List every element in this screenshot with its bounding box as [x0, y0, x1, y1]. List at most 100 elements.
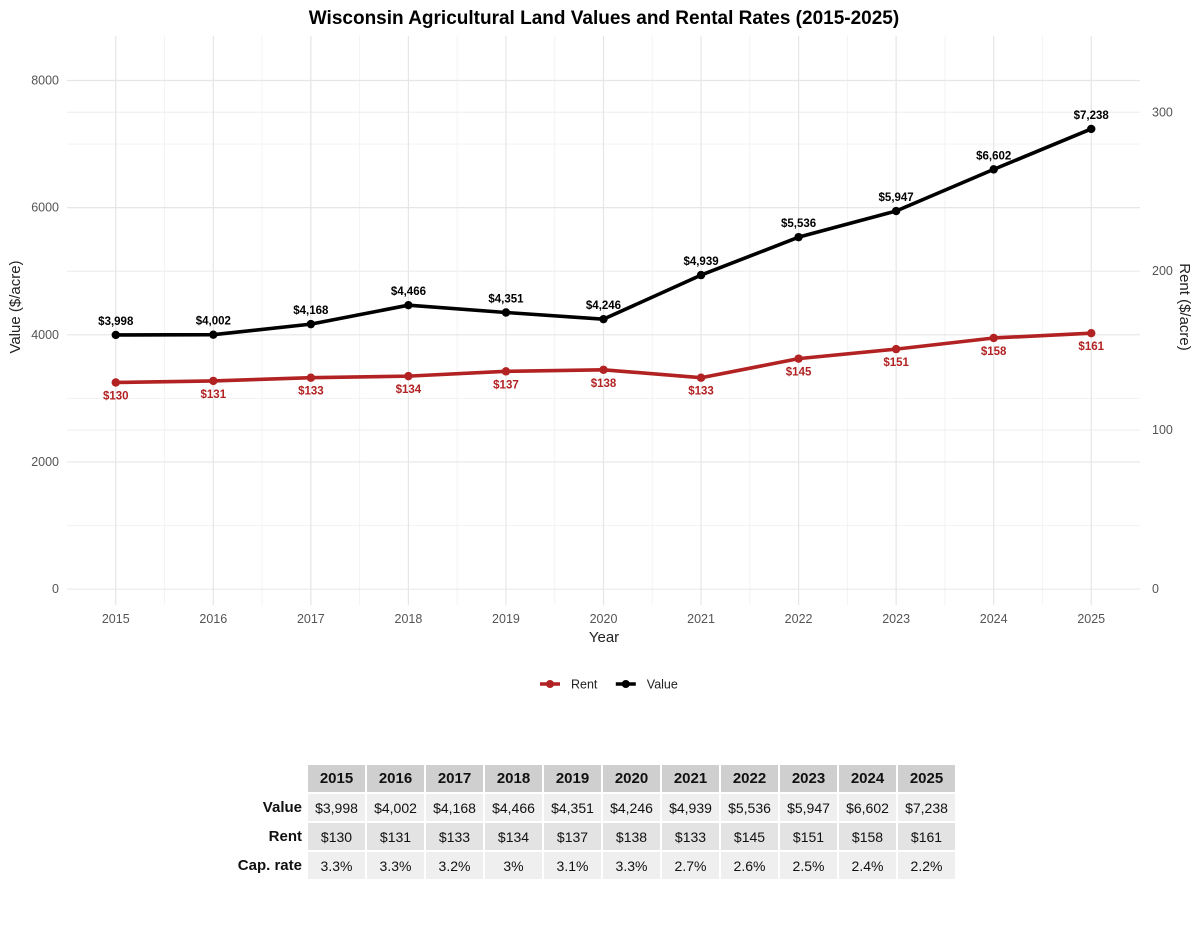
- table-cell: $133: [426, 823, 483, 850]
- y2-tick-label: 200: [1152, 264, 1173, 278]
- value-point: [989, 165, 998, 174]
- table-column-header: 2025: [898, 765, 955, 792]
- table-cell: $4,246: [603, 794, 660, 821]
- rent-point: [989, 333, 998, 343]
- table-column-header: 2020: [603, 765, 660, 792]
- table-column-header: 2023: [780, 765, 837, 792]
- rent-data-label: $133: [298, 386, 324, 398]
- table-corner: [230, 765, 306, 792]
- table-cell: $134: [485, 823, 542, 850]
- table-cell: $138: [603, 823, 660, 850]
- rent-point: [599, 365, 608, 374]
- table-cell: 3.3%: [603, 852, 660, 879]
- table-column-header: 2019: [544, 765, 601, 792]
- rent-data-label: $151: [883, 357, 909, 369]
- table-column-header: 2024: [839, 765, 896, 792]
- value-point: [306, 319, 316, 329]
- value-point: [891, 206, 901, 216]
- table-cell: 2.4%: [839, 852, 896, 879]
- rent-data-label: $130: [103, 390, 129, 402]
- table-column-header: 2022: [721, 765, 778, 792]
- x-tick-label: 2023: [882, 612, 910, 626]
- x-tick-label: 2022: [785, 612, 813, 626]
- table-column-header: 2017: [426, 765, 483, 792]
- table-cell: 2.6%: [721, 852, 778, 879]
- table-cell: $4,466: [485, 794, 542, 821]
- rent-point: [404, 371, 413, 381]
- rent-point: [696, 373, 706, 382]
- table-cell: 3%: [485, 852, 542, 879]
- table-cell: 2.7%: [662, 852, 719, 879]
- value-data-label: $3,998: [98, 316, 134, 328]
- table-column-header: 2021: [662, 765, 719, 792]
- table-cell: $145: [721, 823, 778, 850]
- summary-table: 2015 2016 2017 2018 2019 2020 2021 2022 2023 2024…: [228, 763, 957, 881]
- table-cell: $133: [662, 823, 719, 850]
- table-cell: $4,939: [662, 794, 719, 821]
- value-point: [794, 232, 803, 242]
- x-tick-label: 2024: [980, 612, 1008, 626]
- x-tick-label: 2020: [590, 612, 618, 626]
- table-cell: 3.1%: [544, 852, 601, 879]
- value-data-label: $5,536: [781, 218, 816, 230]
- rent-data-label: $133: [688, 386, 714, 398]
- y2-tick-label: 300: [1152, 105, 1173, 119]
- table-cell: $137: [544, 823, 601, 850]
- value-point: [209, 330, 218, 339]
- table-cell: $161: [898, 823, 955, 850]
- value-data-label: $4,002: [196, 316, 231, 328]
- value-data-label: $5,947: [879, 192, 914, 204]
- x-tick-label: 2021: [687, 612, 715, 626]
- table-cell: $5,947: [780, 794, 837, 821]
- table-cell: $130: [308, 823, 365, 850]
- rent-data-label: $137: [493, 379, 519, 391]
- value-data-label: $4,939: [683, 256, 718, 268]
- rent-data-label: $131: [201, 389, 227, 401]
- rent-point: [891, 344, 901, 354]
- table-cell: $131: [367, 823, 424, 850]
- legend-value-marker: [621, 680, 630, 688]
- x-tick-label: 2015: [102, 612, 130, 626]
- y-tick-label: 4000: [31, 328, 59, 342]
- value-data-label: $7,238: [1074, 110, 1110, 122]
- x-tick-label: 2019: [492, 612, 520, 626]
- rent-point: [209, 376, 218, 386]
- series: [111, 124, 1096, 387]
- rent-point: [501, 367, 511, 376]
- x-tick-label: 2016: [199, 612, 227, 626]
- value-point: [111, 330, 120, 340]
- table-column-header: 2018: [485, 765, 542, 792]
- value-point: [599, 314, 608, 324]
- value-point: [404, 300, 413, 310]
- table-column-header: 2015: [308, 765, 365, 792]
- y-tick-label: 8000: [31, 74, 59, 88]
- table-cell: $158: [839, 823, 896, 850]
- table-cell: $7,238: [898, 794, 955, 821]
- table-cell: 2.5%: [780, 852, 837, 879]
- table-column-header: 2016: [367, 765, 424, 792]
- rent-data-label: $138: [591, 378, 617, 390]
- axes: 0 2000 4000 6000 8000 0 100 200 300 2015 2016 2017 2…: [31, 74, 1173, 626]
- table-cell: $4,002: [367, 794, 424, 821]
- x-axis-title: Year: [589, 629, 619, 646]
- table-cell: 3.3%: [308, 852, 365, 879]
- table-cell: $151: [780, 823, 837, 850]
- table-row: Rent $130 $131 $133 $134 $137 $138 $133 $145 $151…: [230, 823, 955, 850]
- table-cell: 2.2%: [898, 852, 955, 879]
- legend: Rent Value: [540, 678, 678, 692]
- data-labels: $130 $131 $133 $134 $137 $138 $133 $145 $151 $158…: [98, 110, 1109, 403]
- rent-point: [794, 354, 803, 363]
- table-cell: $5,536: [721, 794, 778, 821]
- table-cell: $3,998: [308, 794, 365, 821]
- rent-point: [1087, 329, 1096, 338]
- value-data-label: $4,246: [586, 300, 621, 312]
- y-axis-title: Value ($/acre): [7, 260, 24, 353]
- value-data-label: $4,351: [488, 293, 524, 305]
- rent-data-label: $158: [981, 346, 1007, 358]
- table-cell: $6,602: [839, 794, 896, 821]
- value-data-label: $4,168: [293, 305, 329, 317]
- x-tick-label: 2018: [395, 612, 423, 626]
- table-cell: $4,168: [426, 794, 483, 821]
- rent-point: [111, 378, 120, 387]
- y2-tick-label: 100: [1152, 423, 1173, 437]
